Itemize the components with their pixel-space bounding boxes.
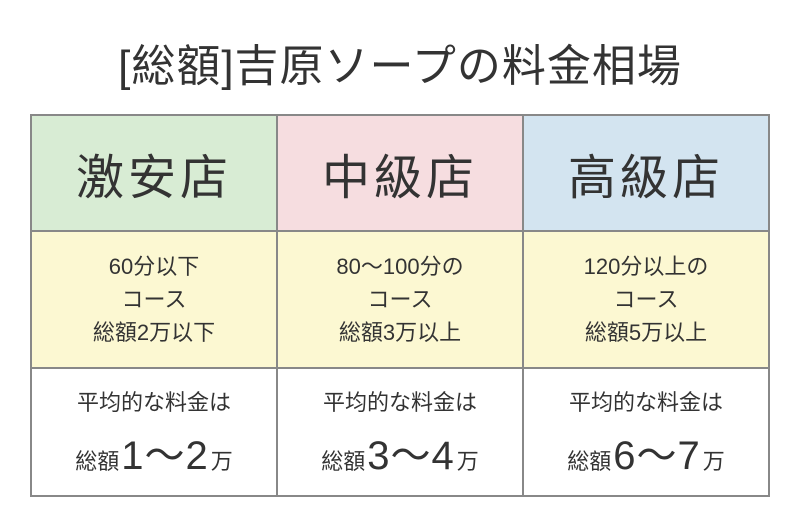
- avg-label: 平均的な料金は: [36, 385, 272, 417]
- course-line: コース: [282, 283, 518, 316]
- avg-range: 6〜7: [613, 423, 701, 481]
- course-box-mid: 80〜100分の コース 総額3万以上: [278, 232, 522, 369]
- avg-price-line: 総額 1〜2 万: [36, 423, 272, 481]
- avg-range: 1〜2: [121, 423, 209, 481]
- course-line: 総額3万以上: [282, 316, 518, 349]
- avg-label: 平均的な料金は: [528, 385, 764, 417]
- avg-range: 3〜4: [367, 423, 455, 481]
- tier-header-budget: 激安店: [32, 116, 276, 232]
- avg-box-budget: 平均的な料金は 総額 1〜2 万: [32, 369, 276, 495]
- tier-column-premium: 高級店 120分以上の コース 総額5万以上 平均的な料金は 総額 6〜7 万: [524, 116, 768, 495]
- tier-column-mid: 中級店 80〜100分の コース 総額3万以上 平均的な料金は 総額 3〜4 万: [278, 116, 524, 495]
- avg-price-line: 総額 3〜4 万: [282, 423, 518, 481]
- course-line: 60分以下: [36, 250, 272, 283]
- course-line: コース: [36, 283, 272, 316]
- page-title: [総額]吉原ソープの料金相場: [30, 20, 770, 114]
- tier-header-premium: 高級店: [524, 116, 768, 232]
- avg-prefix: 総額: [567, 444, 611, 476]
- avg-prefix: 総額: [75, 444, 119, 476]
- course-line: 80〜100分の: [282, 250, 518, 283]
- tier-header-mid: 中級店: [278, 116, 522, 232]
- course-line: 総額2万以下: [36, 316, 272, 349]
- avg-label: 平均的な料金は: [282, 385, 518, 417]
- avg-suffix: 万: [211, 444, 233, 476]
- course-box-premium: 120分以上の コース 総額5万以上: [524, 232, 768, 369]
- course-box-budget: 60分以下 コース 総額2万以下: [32, 232, 276, 369]
- tier-column-budget: 激安店 60分以下 コース 総額2万以下 平均的な料金は 総額 1〜2 万: [32, 116, 278, 495]
- avg-price-line: 総額 6〜7 万: [528, 423, 764, 481]
- avg-suffix: 万: [703, 444, 725, 476]
- avg-suffix: 万: [457, 444, 479, 476]
- course-line: 120分以上の: [528, 250, 764, 283]
- avg-prefix: 総額: [321, 444, 365, 476]
- price-table: 激安店 60分以下 コース 総額2万以下 平均的な料金は 総額 1〜2 万 中級…: [30, 114, 770, 497]
- avg-box-premium: 平均的な料金は 総額 6〜7 万: [524, 369, 768, 495]
- course-line: 総額5万以上: [528, 316, 764, 349]
- course-line: コース: [528, 283, 764, 316]
- avg-box-mid: 平均的な料金は 総額 3〜4 万: [278, 369, 522, 495]
